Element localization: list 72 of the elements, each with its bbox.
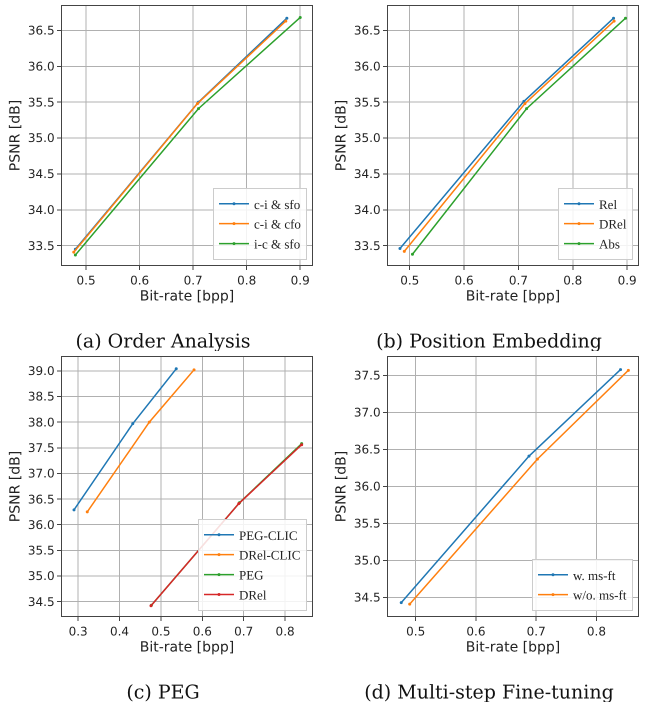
legend-label: c-i & sfo [254, 196, 300, 212]
x-tick-label: 0.5 [151, 624, 170, 638]
legend-label: DRel [239, 588, 267, 603]
y-tick-label: 36.0 [354, 59, 381, 74]
y-tick-label: 35.0 [28, 569, 55, 584]
y-tick-label: 36.0 [28, 518, 55, 532]
legend-label: PEG-CLIC [239, 528, 298, 543]
legend-label: w/o. ms-ft [573, 588, 627, 603]
x-tick-label: 0.8 [586, 624, 606, 638]
x-tick-label: 0.7 [234, 624, 254, 638]
x-axis-title: Bit-rate [bpp] [466, 640, 560, 656]
x-tick-label: 0.5 [76, 273, 96, 288]
y-tick-label: 37.5 [354, 368, 381, 383]
y-tick-label: 34.0 [354, 202, 381, 217]
y-tick-label: 36.0 [28, 59, 55, 74]
y-tick-label: 37.0 [354, 406, 381, 420]
x-tick-label: 0.8 [276, 624, 295, 638]
y-tick-label: 37.0 [28, 466, 55, 481]
y-tick-label: 35.5 [354, 95, 381, 110]
y-axis-title: PSNR [dB] [333, 450, 350, 522]
y-axis-title: PSNR [dB] [7, 100, 24, 172]
text: (c) PEG [126, 681, 200, 702]
y-tick-label: 35.5 [28, 95, 55, 110]
x-tick-label: 0.5 [406, 624, 426, 638]
x-tick-label: 0.8 [237, 273, 256, 288]
legend-label: Rel [599, 196, 618, 212]
y-tick-label: 36.5 [28, 24, 55, 38]
legend-label: PEG [239, 568, 264, 583]
x-tick-label: 0.6 [466, 624, 486, 638]
y-tick-label: 39.0 [28, 364, 55, 378]
y-tick-label: 34.5 [28, 167, 55, 182]
y-tick-label: 38.0 [28, 415, 55, 430]
y-tick-label: 38.5 [28, 390, 55, 404]
legend-label: w. ms-ft [573, 568, 616, 583]
y-tick-label: 37.5 [28, 440, 55, 455]
legend-label: DRel [599, 216, 627, 232]
y-tick-label: 35.5 [28, 544, 55, 558]
y-tick-label: 36.5 [28, 492, 55, 506]
y-tick-label: 33.5 [354, 238, 381, 253]
x-tick-label: 0.4 [110, 624, 130, 638]
y-tick-label: 36.5 [354, 442, 381, 457]
x-axis-title: Bit-rate [bpp] [140, 640, 234, 656]
x-tick-label: 0.8 [563, 273, 582, 288]
x-tick-label: 0.9 [618, 273, 637, 288]
x-tick-label: 0.7 [508, 273, 528, 288]
y-axis-title: PSNR [dB] [333, 100, 350, 172]
y-tick-label: 36.5 [354, 24, 381, 38]
y-tick-label: 35.0 [28, 131, 55, 146]
x-tick-label: 0.6 [454, 273, 474, 288]
x-tick-label: 0.6 [130, 273, 150, 288]
y-axis-title: PSNR [dB] [7, 450, 24, 522]
y-tick-label: 35.0 [354, 554, 381, 568]
x-tick-label: 0.6 [192, 624, 212, 638]
x-tick-label: 0.3 [68, 624, 88, 638]
x-tick-label: 0.5 [400, 273, 420, 288]
legend-label: i-c & sfo [254, 236, 300, 252]
x-tick-label: 0.7 [184, 273, 203, 288]
y-tick-label: 34.5 [354, 590, 381, 605]
y-tick-label: 35.5 [354, 516, 381, 531]
y-tick-label: 36.0 [354, 480, 381, 494]
legend-label: Abs [599, 236, 620, 252]
x-axis-title: Bit-rate [bpp] [140, 288, 234, 305]
x-tick-label: 0.7 [526, 624, 546, 638]
x-tick-label: 0.9 [290, 273, 310, 288]
y-tick-label: 34.5 [354, 167, 381, 182]
legend-label: DRel-CLIC [239, 548, 300, 563]
y-tick-label: 34.5 [28, 594, 55, 609]
y-tick-label: 33.5 [28, 238, 55, 253]
y-tick-label: 35.0 [354, 131, 381, 146]
y-tick-label: 34.0 [28, 202, 55, 217]
legend-label: c-i & cfo [254, 216, 301, 232]
x-axis-title: Bit-rate [bpp] [466, 288, 560, 305]
